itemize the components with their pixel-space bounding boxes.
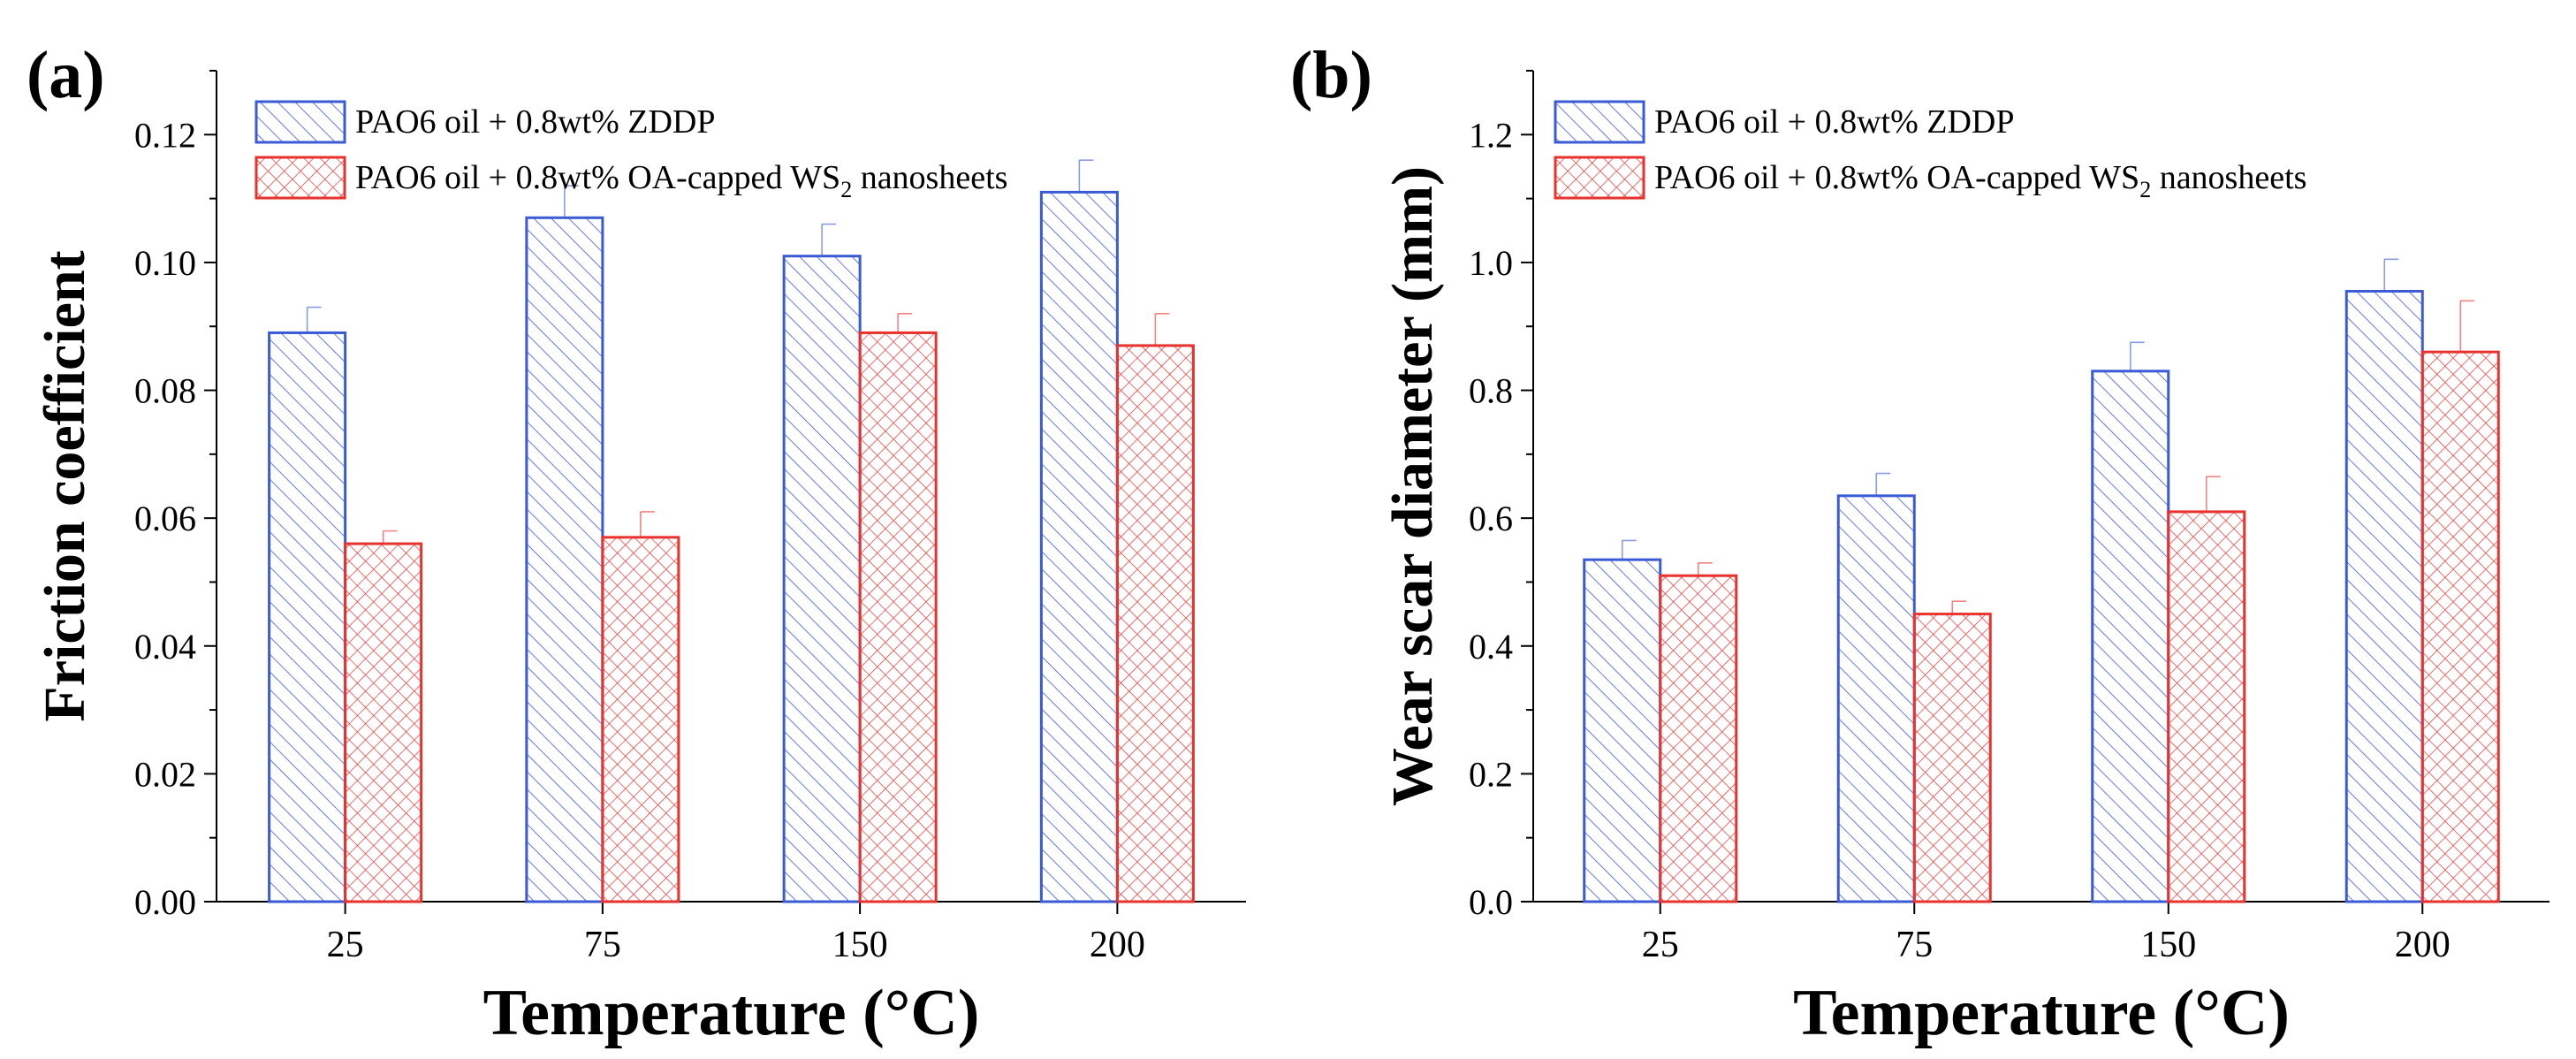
bar-ws2-150 bbox=[858, 331, 938, 903]
legend-swatch bbox=[255, 100, 346, 144]
bar-zddp-200 bbox=[1039, 190, 1119, 903]
x-tick-label: 150 bbox=[832, 925, 888, 965]
x-tick-label: 75 bbox=[1896, 925, 1933, 965]
bar-ws2-200 bbox=[2420, 350, 2500, 903]
bar-ws2-25 bbox=[1659, 574, 1738, 903]
legend-label: PAO6 oil + 0.8wt% ZDDP bbox=[355, 103, 715, 141]
bar-zddp-75 bbox=[525, 216, 604, 903]
x-tick-label: 200 bbox=[2395, 925, 2451, 965]
panel-b-chart: 0.0 0.2 0.4 0.6 0.8 1.0 1.2 25 75 150 200 PAO6 oil … bbox=[1290, 38, 2549, 1049]
legend-swatch bbox=[1554, 100, 1645, 144]
legend-label: PAO6 oil + 0.8wt% OA-capped WS2 nanoshee… bbox=[355, 159, 1007, 202]
y-axis-title: Friction coefficient bbox=[33, 250, 97, 721]
y-tick-label: 1.0 bbox=[1469, 243, 1513, 283]
bar-ws2-150 bbox=[2167, 510, 2246, 903]
x-tick-label: 75 bbox=[584, 925, 621, 965]
legend-swatch bbox=[1554, 156, 1645, 200]
y-tick-label: 0.08 bbox=[134, 371, 196, 411]
panel-label: (b) bbox=[1290, 38, 1372, 112]
y-tick-label: 1.2 bbox=[1469, 115, 1513, 155]
bar-zddp-25 bbox=[1583, 558, 1662, 903]
y-tick-label: 0.2 bbox=[1469, 754, 1513, 794]
x-tick-label: 200 bbox=[1090, 925, 1145, 965]
bar-ws2-25 bbox=[344, 542, 423, 903]
bar-zddp-150 bbox=[2091, 370, 2170, 903]
panel-a-chart: 0.00 0.02 0.04 0.06 0.08 0.10 0.12 25 75 150 200 PA… bbox=[27, 38, 1246, 1049]
x-tick-label: 25 bbox=[1642, 925, 1679, 965]
bar-zddp-25 bbox=[268, 331, 347, 903]
y-tick-label: 0.6 bbox=[1469, 499, 1513, 538]
y-tick-label: 0.4 bbox=[1469, 627, 1513, 667]
x-tick-label: 25 bbox=[327, 925, 364, 965]
y-axis-title: Wear scar diameter (mm) bbox=[1380, 166, 1445, 806]
y-tick-label: 0.10 bbox=[134, 243, 196, 283]
x-axis-title: Temperature (°C) bbox=[483, 977, 980, 1049]
bar-zddp-75 bbox=[1836, 494, 1916, 903]
y-tick-label: 0.06 bbox=[134, 499, 196, 538]
bar-zddp-200 bbox=[2344, 289, 2424, 903]
bar-zddp-150 bbox=[782, 255, 862, 903]
bar-ws2-75 bbox=[601, 536, 680, 903]
y-tick-label: 0.8 bbox=[1469, 371, 1513, 411]
bar-ws2-75 bbox=[1912, 613, 1992, 903]
bar-ws2-200 bbox=[1115, 344, 1195, 903]
panel-label: (a) bbox=[27, 38, 105, 112]
y-tick-label: 0.00 bbox=[134, 882, 196, 922]
legend-label: PAO6 oil + 0.8wt% OA-capped WS2 nanoshee… bbox=[1654, 159, 2306, 202]
y-tick-label: 0.04 bbox=[134, 627, 196, 667]
y-tick-label: 0.02 bbox=[134, 754, 196, 794]
legend-label: PAO6 oil + 0.8wt% ZDDP bbox=[1654, 103, 2014, 141]
x-axis-title: Temperature (°C) bbox=[1793, 977, 2290, 1049]
y-tick-label: 0.12 bbox=[134, 115, 196, 155]
y-tick-label: 0.0 bbox=[1469, 882, 1513, 922]
legend-swatch bbox=[255, 156, 346, 200]
x-tick-label: 150 bbox=[2140, 925, 2196, 965]
